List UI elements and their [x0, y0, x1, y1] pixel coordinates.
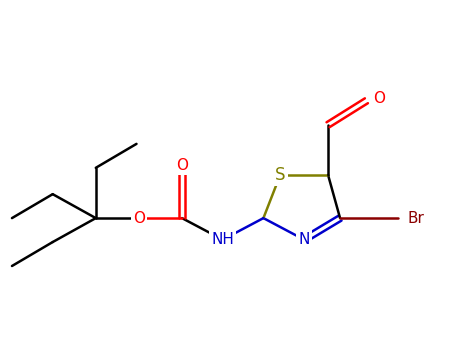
Text: O: O: [374, 91, 385, 106]
Text: Br: Br: [407, 211, 424, 226]
Text: S: S: [275, 166, 285, 184]
Text: O: O: [133, 211, 145, 226]
Text: NH: NH: [211, 232, 234, 247]
Text: N: N: [298, 232, 310, 247]
Text: O: O: [176, 158, 188, 173]
